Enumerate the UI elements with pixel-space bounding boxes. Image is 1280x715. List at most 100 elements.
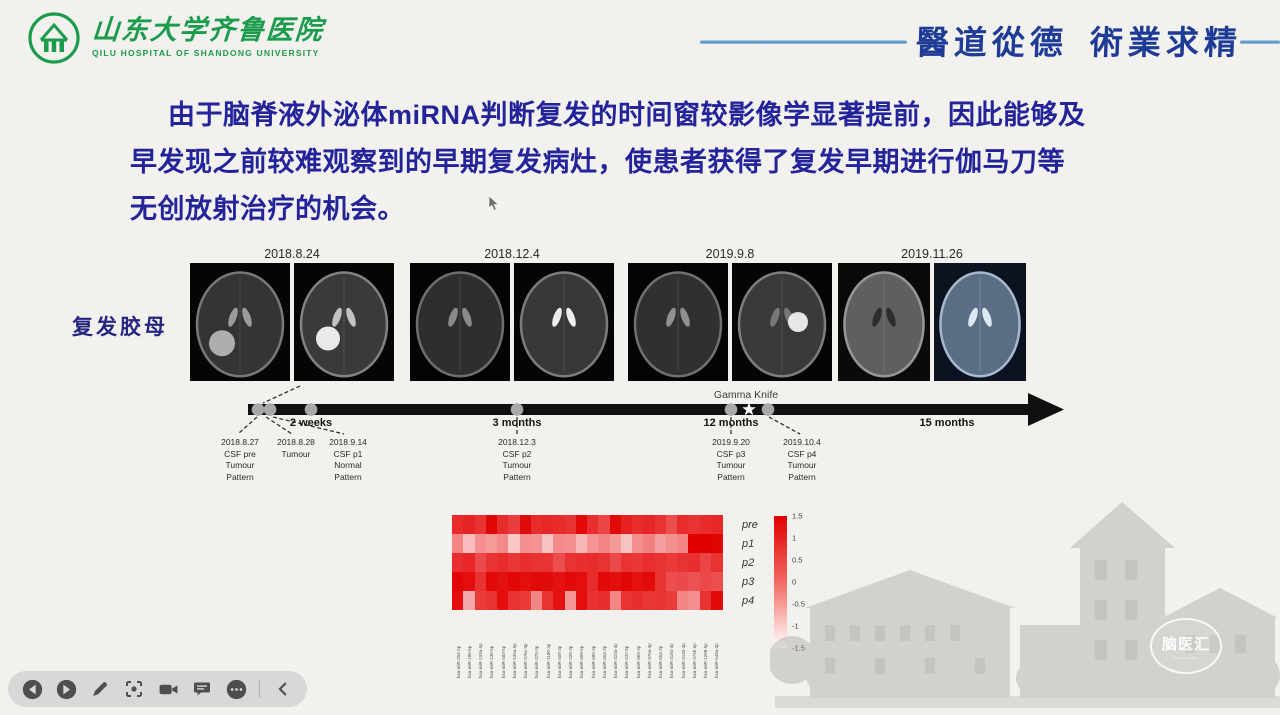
chevron-left-icon xyxy=(278,682,287,696)
csf-sample-annotation: 2018.8.28 Tumour xyxy=(277,437,315,459)
heatmap-cell xyxy=(587,572,599,591)
capture-button[interactable] xyxy=(123,678,145,700)
comment-button[interactable] xyxy=(191,678,213,700)
timeline-arrow xyxy=(237,385,1064,435)
mri-date: 2019.9.8 xyxy=(705,247,755,261)
heatmap-cell xyxy=(677,572,689,591)
heatmap-cell xyxy=(485,572,498,591)
play-button[interactable] xyxy=(55,678,77,700)
heatmap-cell xyxy=(497,572,509,591)
heatmap-cell xyxy=(587,591,599,610)
heatmap-column-label: hsa-miR-654-3p xyxy=(658,645,663,678)
play-icon xyxy=(56,679,76,699)
collapse-toolbar-button[interactable] xyxy=(272,678,294,700)
heatmap-cell xyxy=(587,553,599,572)
heatmap-cell xyxy=(677,515,689,534)
pencil-icon xyxy=(93,682,107,696)
heatmap-column-label: hsa-miR-204-5p xyxy=(455,645,461,678)
heatmap-column-label: hsa-miR-376a-3p xyxy=(646,643,652,678)
heatmap-cell xyxy=(688,591,700,610)
heatmap-cell xyxy=(575,553,588,572)
heatmap-cell xyxy=(519,553,532,572)
more-icon xyxy=(226,679,246,699)
mri-scan-image xyxy=(190,263,290,381)
heatmap-cell xyxy=(575,515,588,534)
heatmap-cell xyxy=(609,515,622,534)
heatmap-cell xyxy=(519,572,532,591)
heatmap-cell xyxy=(587,515,599,534)
heatmap-column-label: hsa-miR-370-3p xyxy=(534,645,540,678)
csf-sample-annotation: 2019.10.4 CSF p4 Tumour Pattern xyxy=(783,437,821,482)
mri-scan-image xyxy=(294,263,394,381)
heatmap-cell xyxy=(530,553,543,572)
heatmap-cell xyxy=(564,572,577,591)
heatmap-cell xyxy=(485,591,498,610)
csf-sample-annotation: 2018.12.3 CSF p2 Tumour Pattern xyxy=(498,437,536,482)
hospital-logo: 山东大学齐鲁医院 QILU HOSPITAL OF SHANDONG UNIVE… xyxy=(26,10,325,66)
mri-scan-image xyxy=(514,263,614,381)
heatmap-column-label: hsa-miR-454-3p xyxy=(601,645,607,678)
heatmap-cell xyxy=(542,515,554,534)
heatmap-cell xyxy=(632,553,644,572)
heatmap-cell xyxy=(677,553,689,572)
heatmap-cell xyxy=(508,515,520,534)
csf-sample-annotation: 2018.9.14 CSF p1 Normal Pattern xyxy=(329,437,367,482)
more-button[interactable] xyxy=(225,678,247,700)
heatmap-cell xyxy=(553,534,565,553)
heatmap-cell xyxy=(665,534,678,553)
heatmap-cell xyxy=(710,553,723,572)
heatmap-cell xyxy=(485,534,498,553)
heatmap-cell xyxy=(564,534,577,553)
colorbar-tick: -0.5 xyxy=(792,599,805,609)
heatmap-cell xyxy=(474,515,487,534)
heatmap-cell xyxy=(508,572,520,591)
heatmap-cell xyxy=(553,591,565,610)
paragraph-line: 早发现之前较难观察到的早期复发病灶，使患者获得了复发早期进行伽马刀等 xyxy=(130,147,1065,177)
heatmap-cell xyxy=(598,515,610,534)
annotate-button[interactable] xyxy=(89,678,111,700)
heatmap-cell xyxy=(665,553,678,572)
heatmap-cell xyxy=(519,515,532,534)
heatmap-column-label: hsa-miR-369-3p xyxy=(635,645,641,678)
heatmap-cell xyxy=(688,553,700,572)
heatmap-cell xyxy=(508,534,520,553)
previous-icon xyxy=(22,679,42,699)
heatmap-cell xyxy=(530,572,543,591)
heatmap-cell xyxy=(654,515,667,534)
watermark-text: 脑医汇 xyxy=(1161,635,1210,653)
heatmap-cell xyxy=(665,591,678,610)
heatmap-cell xyxy=(519,534,532,553)
heatmap-cell xyxy=(508,553,520,572)
heatmap-cell xyxy=(542,572,554,591)
heatmap-cell xyxy=(643,515,655,534)
heatmap-column-label: hsa-miR-193a-5p xyxy=(478,643,483,678)
gamma-knife-label: Gamma Knife xyxy=(713,389,779,401)
heatmap-cell xyxy=(553,515,565,534)
heatmap-cell xyxy=(688,572,700,591)
mri-date: 2019.11.26 xyxy=(901,247,963,261)
mri-scan-image xyxy=(838,263,930,381)
capture-icon xyxy=(126,681,142,697)
heatmap-column-label: hsa-miR-485-3p xyxy=(590,645,596,678)
heatmap-cell xyxy=(699,534,712,553)
camera-button[interactable] xyxy=(157,678,179,700)
heatmap-cell xyxy=(620,572,633,591)
mouse-cursor xyxy=(488,196,500,211)
heatmap-cell xyxy=(665,572,678,591)
heatmap-cell xyxy=(665,515,678,534)
heatmap-column-label: hsa-miR-1180-3p xyxy=(545,643,551,678)
heatmap-cell xyxy=(452,534,464,553)
camera-icon xyxy=(159,684,177,694)
timeline-interval-label: 12 months xyxy=(703,417,759,429)
heatmap-cell xyxy=(677,534,689,553)
previous-button[interactable] xyxy=(21,678,43,700)
timeline-interval-label: 2 weeks xyxy=(289,417,333,429)
heatmap-cell xyxy=(497,515,509,534)
heatmap-cell xyxy=(699,515,712,534)
heatmap-cell xyxy=(688,534,700,553)
heatmap-cell xyxy=(609,591,622,610)
heatmap-cell xyxy=(463,591,475,610)
heatmap-cell xyxy=(564,591,577,610)
heatmap-cell xyxy=(632,591,644,610)
hospital-logo-icon xyxy=(28,12,80,64)
